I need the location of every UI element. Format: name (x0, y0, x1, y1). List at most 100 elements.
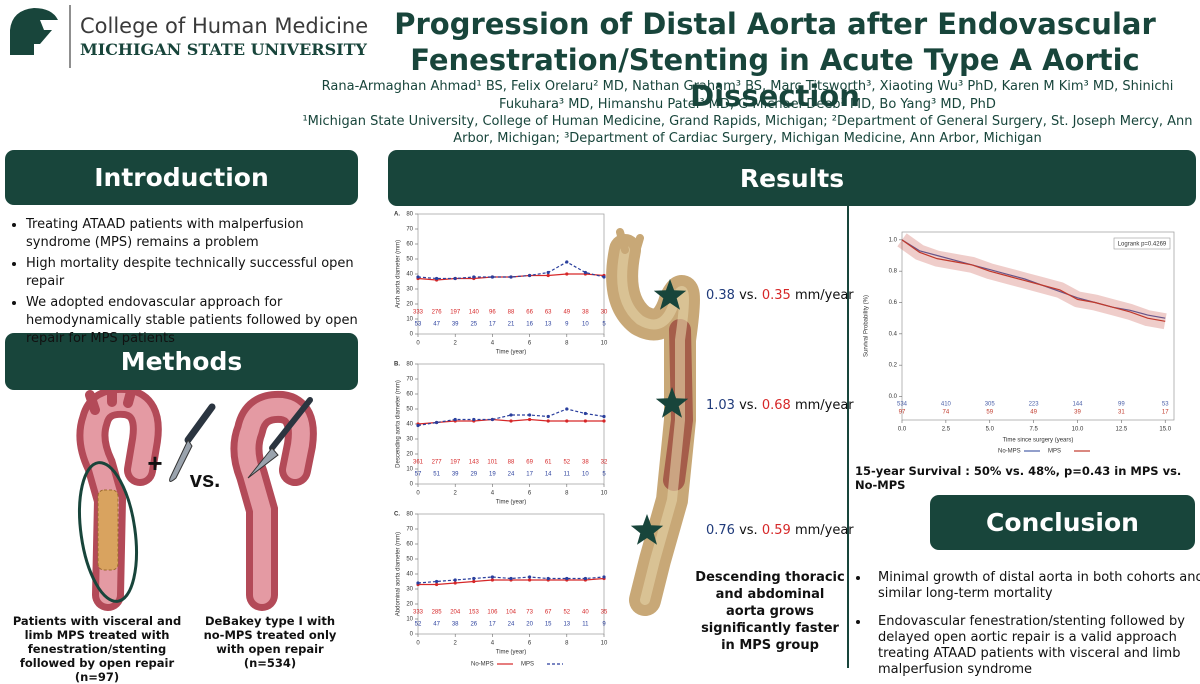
chart-survival: 0.0 0.2 0.4 0.6 0.8 1.0 0.0 2.5 5.0 7.5 10.0 12.5 15… (864, 231, 1175, 455)
y-tick-label: 50 (406, 257, 413, 263)
data-point (453, 417, 457, 422)
rate-mps: 0.68 (761, 398, 791, 413)
college-name: College of Human Medicine (80, 14, 369, 38)
authors: Rana-Armaghan Ahmad¹ BS, Felix Orelaru² … (321, 79, 1174, 112)
x-axis-label: Time since surgery (years) (1003, 438, 1074, 444)
data-point (453, 578, 457, 582)
data-point (453, 581, 457, 585)
x-tick-label: 6 (528, 341, 532, 347)
data-point (435, 579, 439, 584)
at-risk-count: 25 (470, 322, 477, 328)
data-point (490, 575, 494, 579)
y-tick-label: 0.6 (889, 300, 898, 306)
data-point (509, 275, 513, 279)
at-risk-count: 63 (545, 310, 552, 316)
y-axis-label: Survival Probability (%) (864, 295, 870, 357)
x-tick-label: 4 (491, 491, 495, 497)
bullet: Treating ATAAD patients with malperfusio… (26, 216, 366, 252)
x-tick-label: 10 (601, 491, 608, 497)
data-point (583, 419, 587, 423)
y-tick-label: 0 (410, 332, 414, 338)
survival-summary: 15-year Survival : 50% vs. 48%, p=0.43 i… (855, 464, 1182, 492)
star (653, 279, 687, 310)
data-point (509, 419, 513, 423)
at-risk-count: 26 (470, 622, 477, 628)
rate-mps: 0.35 (761, 288, 791, 303)
at-risk-count: 21 (508, 322, 515, 328)
at-risk-count: 30 (601, 310, 608, 316)
x-tick-label: 2 (454, 641, 458, 647)
data-point (583, 576, 587, 581)
data-point (546, 273, 550, 278)
at-risk-count: 104 (506, 610, 517, 616)
y-tick-label: 1.0 (889, 237, 898, 243)
y-tick-label: 80 (406, 362, 413, 368)
at-risk-count: 52 (563, 460, 570, 466)
x-axis-label: Time (year) (496, 350, 526, 356)
at-risk-count: 61 (545, 460, 552, 466)
at-risk-count: 38 (582, 310, 589, 316)
at-risk-count: 49 (563, 310, 570, 316)
data-point (602, 414, 606, 419)
panel-label: A. (394, 212, 400, 218)
star (655, 387, 689, 418)
series-line (417, 408, 605, 427)
data-point (583, 411, 587, 416)
x-tick-label: 4 (491, 341, 495, 347)
at-risk-count: 410 (941, 402, 952, 408)
logo (10, 8, 58, 55)
at-risk-count: 88 (508, 460, 515, 466)
unit: mm/year (794, 523, 854, 538)
star (630, 514, 664, 545)
x-tick-label: 6 (528, 491, 532, 497)
plot-frame (417, 513, 605, 635)
at-risk-count: 361 (413, 460, 424, 466)
data-point (472, 579, 476, 584)
at-risk-count: 39 (452, 472, 459, 478)
y-tick-label: 30 (406, 287, 413, 293)
x-tick-label: 0 (416, 491, 420, 497)
at-risk-count: 38 (582, 460, 589, 466)
x-tick-label: 2 (454, 341, 458, 347)
y-tick-label: 20 (406, 302, 413, 308)
at-risk-count: 140 (469, 310, 480, 316)
at-risk-count: 5 (602, 322, 606, 328)
x-tick-label: 15.0 (1159, 427, 1171, 433)
at-risk-count: 11 (582, 622, 589, 628)
data-point (528, 575, 532, 579)
y-axis-label: Descending aorta diameter (mm) (396, 380, 402, 468)
data-point (472, 275, 476, 279)
conclusion-list: Minimal growth of distal aorta in both c… (852, 570, 1200, 681)
data-point (472, 417, 476, 422)
y-tick-label: 80 (406, 212, 413, 218)
data-point (490, 578, 494, 582)
at-risk-count: 13 (563, 622, 570, 628)
bullet: Minimal growth of distal aorta in both c… (870, 570, 1200, 602)
y-tick-label: 0.0 (889, 394, 898, 400)
poster-title: Progression of Distal Aorta after Endova… (394, 7, 1156, 113)
intro-list: Treating ATAAD patients with malperfusio… (8, 216, 366, 351)
at-risk-count: 69 (526, 460, 533, 466)
at-risk-count: 47 (433, 322, 440, 328)
at-risk-count: 153 (469, 610, 480, 616)
at-risk-count: 97 (899, 410, 906, 416)
rate-no-mps: 0.76 (706, 523, 735, 538)
legend-label: No-MPS (998, 449, 1021, 455)
data-point (490, 275, 494, 279)
annotation: Logrank p=0.4269 (1118, 242, 1167, 248)
at-risk-count: 333 (413, 610, 424, 616)
rate-text: 1.03 vs. 0.68 mm/year (706, 398, 854, 413)
y-tick-label: 70 (406, 377, 413, 383)
at-risk-count: 276 (432, 310, 443, 316)
at-risk-count: 35 (601, 610, 608, 616)
at-risk-count: 17 (526, 472, 533, 478)
at-risk-count: 29 (470, 472, 477, 478)
at-risk-count: 197 (450, 310, 461, 316)
x-tick-label: 8 (565, 341, 569, 347)
data-point (565, 576, 569, 581)
data-point (490, 417, 494, 422)
section-header: Introduction (5, 150, 358, 205)
at-risk-count: 285 (432, 610, 443, 616)
y-tick-label: 20 (406, 602, 413, 608)
